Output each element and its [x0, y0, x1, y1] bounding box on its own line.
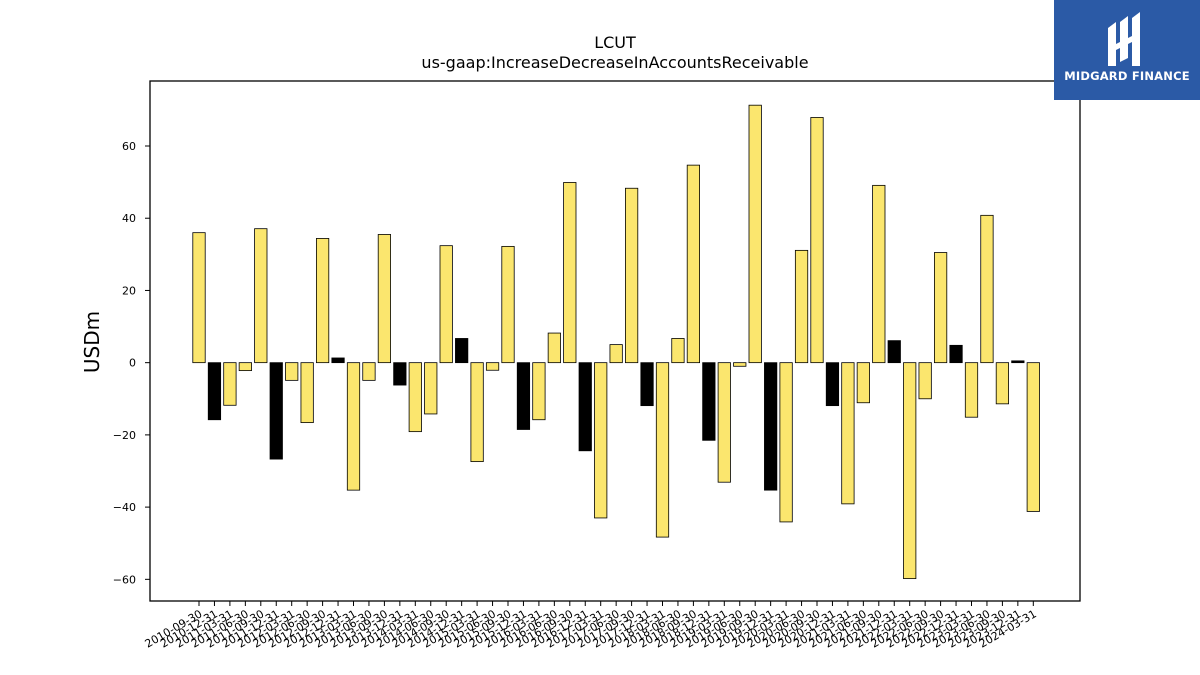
y-tick-label: −40 — [113, 501, 136, 514]
bar-2016-09-30 — [563, 182, 577, 364]
bar-2019-03-31 — [717, 362, 731, 483]
bar-2012-09-30 — [315, 238, 330, 364]
bar-2015-09-30 — [501, 245, 515, 364]
bar-2015-03-31 — [470, 362, 484, 463]
bar-2016-06-30 — [547, 332, 561, 364]
y-axis: −60 −40 −20 0 20 40 60 — [113, 140, 150, 586]
bar-2023-09-30 — [995, 362, 1010, 405]
bar-2021-06-30 — [856, 362, 870, 404]
bar-2015-12-31 — [516, 362, 531, 430]
bar-2020-06-30 — [794, 249, 809, 364]
bar-2020-03-31 — [779, 362, 793, 523]
bar-2011-09-30 — [254, 228, 268, 364]
bar-2022-09-30 — [934, 252, 948, 364]
bar-2013-12-31 — [393, 362, 407, 386]
bar-2017-09-30 — [625, 187, 639, 364]
bar-2012-03-31 — [285, 362, 299, 381]
bar-2022-03-31 — [903, 362, 917, 580]
bar-2021-12-31 — [887, 340, 901, 364]
bar-2012-06-30 — [300, 362, 314, 424]
bar-2014-06-30 — [424, 362, 438, 415]
bar-2018-09-30 — [686, 164, 701, 364]
bar-2012-12-31 — [331, 357, 345, 364]
y-tick-label: 40 — [122, 212, 136, 225]
bar-2013-03-31 — [346, 362, 361, 491]
chart-title: LCUT — [594, 33, 636, 52]
bar-2017-06-30 — [609, 344, 623, 364]
bar-2010-09-30 — [192, 232, 206, 364]
bar-2020-12-31 — [825, 362, 840, 407]
plot-frame — [149, 80, 1081, 602]
bar-2013-09-30 — [377, 234, 392, 364]
bar-2018-06-30 — [671, 338, 685, 364]
bar-2023-12-31 — [1011, 360, 1025, 364]
bar-2022-12-31 — [949, 344, 963, 364]
chart-subtitle: us-gaap:IncreaseDecreaseInAccountsReceiv… — [421, 53, 808, 72]
bar-2017-12-31 — [640, 362, 654, 407]
bar-2021-03-31 — [841, 362, 855, 505]
brand-logo: MIDGARD FINANCE — [1054, 0, 1200, 100]
y-axis-label: USDm — [80, 311, 104, 373]
y-tick-label: 60 — [122, 140, 136, 153]
bar-2018-12-31 — [702, 362, 716, 441]
bar-2019-12-31 — [764, 362, 778, 491]
bar-2016-12-31 — [578, 362, 592, 452]
bar-2022-06-30 — [918, 362, 932, 400]
bar-2015-06-30 — [485, 362, 500, 371]
bar-2013-06-30 — [362, 362, 376, 381]
y-tick-label: 0 — [129, 357, 136, 370]
bar-2023-03-31 — [964, 362, 979, 418]
bar-2017-03-31 — [594, 362, 608, 519]
bar-2020-09-30 — [810, 117, 824, 364]
x-axis: 2010-09-302010-12-312011-03-312011-06-30… — [143, 601, 1039, 651]
bar-2016-03-31 — [532, 362, 546, 421]
bar-2011-12-31 — [269, 362, 283, 460]
bar-2014-12-31 — [455, 338, 469, 364]
bar-2019-06-30 — [733, 362, 747, 367]
y-tick-label: 20 — [122, 284, 136, 297]
bar-2011-06-30 — [238, 362, 252, 372]
bar-2018-03-31 — [655, 362, 670, 538]
bar-2011-03-31 — [223, 362, 237, 406]
bar-2010-12-31 — [207, 362, 222, 421]
y-tick-label: −60 — [113, 573, 136, 586]
bars-group — [192, 104, 1040, 580]
bar-2014-09-30 — [439, 245, 453, 364]
bar-2021-09-30 — [872, 184, 886, 364]
bar-2024-03-31 — [1026, 362, 1040, 512]
midgard-logo-icon — [1108, 12, 1140, 66]
bar-2019-09-30 — [748, 104, 762, 364]
bar-2014-03-31 — [408, 362, 422, 433]
brand-name: MIDGARD FINANCE — [1064, 69, 1190, 83]
y-tick-label: −20 — [113, 429, 136, 442]
bar-2023-06-30 — [980, 214, 994, 364]
